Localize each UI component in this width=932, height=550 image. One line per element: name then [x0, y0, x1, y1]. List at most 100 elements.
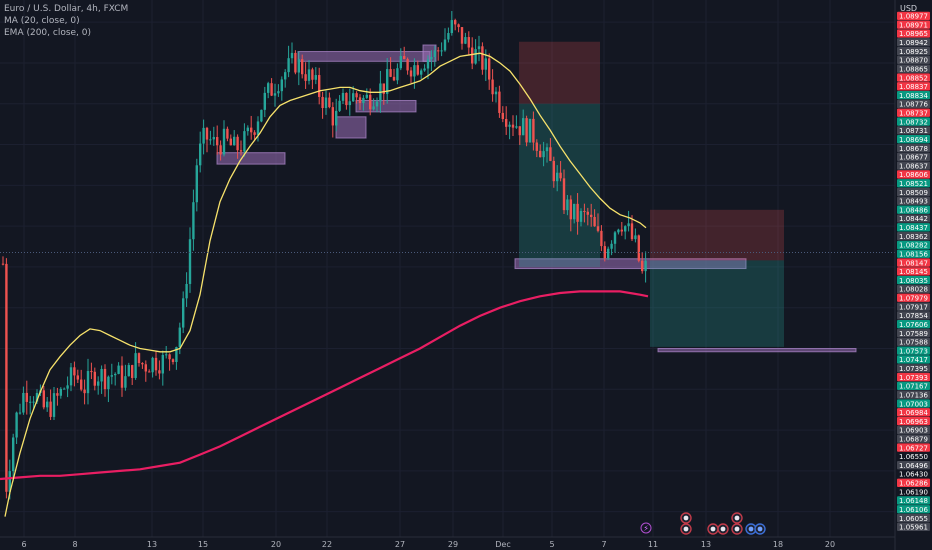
event-markers: ⚡ [640, 512, 766, 535]
candle-body [420, 70, 423, 75]
candle-body [93, 371, 96, 386]
price-label-bg [897, 513, 930, 523]
price-label-bg [897, 416, 930, 426]
candle-body [511, 124, 515, 128]
candle-body [481, 46, 484, 70]
price-label: 1.08852 [899, 74, 928, 82]
candle-body [637, 235, 640, 261]
candle-body [341, 92, 345, 101]
position-tools [519, 41, 784, 347]
candle-body [294, 52, 297, 73]
candle-body [192, 202, 195, 240]
zone-4 [514, 258, 747, 270]
candle-body [222, 128, 226, 155]
candle-body [386, 69, 389, 94]
price-label-bg [897, 55, 930, 65]
price-label-bg [897, 179, 930, 188]
candle-body [494, 91, 498, 95]
x-tick-label: 7 [601, 540, 606, 549]
candle-body [114, 373, 117, 376]
candle-body [348, 101, 351, 106]
candle-body [413, 65, 416, 77]
candle-body [290, 52, 294, 59]
candle-body [392, 76, 396, 81]
candle-body [188, 239, 192, 284]
globe-icon-inner [757, 526, 763, 532]
candle-body [185, 283, 188, 299]
price-label-bg [897, 355, 930, 364]
candle-body [307, 69, 311, 81]
candle-body [137, 353, 141, 364]
candle-body [246, 127, 249, 132]
price-labels: 1.089771.089711.089651.089421.089251.088… [897, 11, 930, 532]
price-label: 1.07136 [899, 391, 928, 399]
candle-body [260, 109, 263, 122]
candle-body [280, 79, 283, 92]
price-label: 1.08925 [899, 48, 928, 56]
candle-body [443, 39, 447, 51]
candle-body [559, 172, 562, 179]
candle-body [287, 58, 290, 73]
price-label: 1.06984 [899, 409, 928, 417]
candle-body [447, 33, 450, 40]
price-label-bg [897, 99, 930, 109]
price-label: 1.08965 [899, 30, 928, 38]
price-label: 1.07003 [899, 400, 928, 408]
currency-button[interactable]: USD [900, 4, 918, 13]
candle-body [5, 263, 8, 492]
candle-body [66, 385, 69, 389]
price-label: 1.06286 [899, 480, 928, 488]
candle-body [80, 379, 83, 390]
candle-body [539, 150, 542, 158]
price-label: 1.08837 [899, 83, 928, 91]
zone-3 [335, 116, 367, 139]
candle-body [219, 145, 222, 155]
candle-body [15, 412, 18, 438]
candle-body [518, 126, 521, 136]
stop-zone-0 [519, 41, 600, 104]
price-label-bg [897, 381, 930, 391]
price-label-bg [897, 478, 930, 487]
candle-body [73, 367, 76, 376]
price-label: 1.06190 [899, 488, 928, 496]
candle-body [457, 24, 460, 28]
candle-body [154, 357, 158, 371]
candle-body [532, 118, 535, 143]
candle-body [545, 147, 549, 152]
ma-20-line [4, 52, 647, 517]
price-label-bg [897, 231, 930, 241]
zone-5 [657, 348, 857, 353]
candle-body [596, 226, 600, 231]
price-label-bg [897, 126, 930, 135]
candle-body [168, 354, 171, 360]
price-label: 1.08521 [899, 180, 928, 188]
price-label-bg [897, 337, 930, 346]
candle-body [477, 46, 481, 50]
price-label-bg [897, 443, 930, 452]
candle-body [233, 136, 236, 146]
time-axis[interactable]: 6 8 13 15 20 22 27 29 Dec 5 7 11 13 18 20 [21, 540, 835, 549]
candle-body [59, 388, 62, 396]
candle-body [552, 160, 555, 182]
candles [1, 11, 647, 500]
price-label: 1.08606 [899, 171, 928, 179]
candle-body [556, 172, 559, 182]
price-label: 1.08493 [899, 198, 928, 206]
candle-body [25, 392, 28, 402]
legend-ema: EMA (200, close, 0) [4, 28, 92, 38]
candle-body [83, 389, 86, 394]
price-label-bg [897, 522, 930, 531]
price-label: 1.07573 [899, 347, 928, 355]
candle-body [593, 216, 596, 227]
price-label: 1.08731 [899, 127, 928, 135]
price-label-bg [897, 461, 930, 470]
price-label: 1.08035 [899, 277, 928, 285]
price-label-bg [897, 390, 930, 399]
candle-body [1, 263, 5, 265]
price-label-bg [897, 399, 930, 408]
price-label-bg [897, 135, 930, 144]
candle-body [467, 37, 470, 48]
price-label-bg [897, 293, 930, 302]
